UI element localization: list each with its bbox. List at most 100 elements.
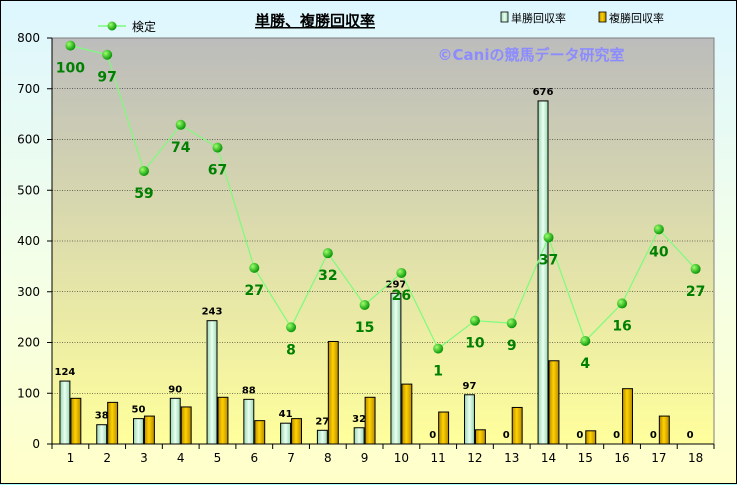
watermark: ©Caniの競馬データ研究室 bbox=[438, 46, 625, 64]
bar-label-tansho-17: 0 bbox=[650, 430, 657, 441]
x-tick-label-6: 6 bbox=[250, 451, 258, 465]
x-tick-label-1: 1 bbox=[67, 451, 75, 465]
bar-fukusho-9 bbox=[364, 396, 376, 445]
kentei-label-1: 100 bbox=[56, 61, 85, 77]
bar-tansho-6 bbox=[243, 398, 255, 445]
bar-tansho-1 bbox=[59, 380, 71, 445]
chart-title: 単勝、複勝回収率 bbox=[255, 12, 375, 30]
kentei-marker-15 bbox=[580, 335, 591, 346]
bar-fukusho-7 bbox=[291, 418, 302, 445]
bar-tansho-2 bbox=[96, 424, 108, 445]
bar-fukusho-6 bbox=[254, 420, 266, 445]
kentei-marker-6 bbox=[249, 262, 260, 273]
kentei-label-4: 74 bbox=[171, 140, 191, 156]
kentei-marker-16 bbox=[617, 298, 628, 309]
y-tick-label-300: 300 bbox=[17, 285, 40, 299]
bars bbox=[59, 100, 670, 445]
x-tick-label-8: 8 bbox=[324, 451, 332, 465]
bar-label-tansho-16: 0 bbox=[613, 430, 620, 441]
bar-label-tansho-10: 297 bbox=[385, 279, 406, 290]
y-tick-label-800: 800 bbox=[17, 31, 40, 45]
legend-bar1-label: 単勝回収率 bbox=[511, 11, 566, 25]
kentei-marker-2 bbox=[102, 49, 113, 60]
x-tick-label-16: 16 bbox=[614, 451, 629, 465]
legend-bar2-swatch bbox=[598, 11, 607, 23]
legend-line-marker bbox=[107, 21, 117, 31]
legend-bar2-label: 複勝回収率 bbox=[609, 11, 664, 25]
kentei-marker-1 bbox=[65, 40, 76, 51]
kentei-label-15: 4 bbox=[580, 356, 590, 372]
bar-label-tansho-9: 32 bbox=[352, 414, 366, 425]
kentei-label-11: 1 bbox=[433, 364, 443, 380]
x-tick-label-15: 15 bbox=[578, 451, 593, 465]
bar-label-tansho-1: 124 bbox=[54, 367, 75, 378]
bar-tansho-3 bbox=[133, 418, 144, 445]
bar-label-tansho-4: 90 bbox=[168, 384, 182, 395]
bar-tansho-8 bbox=[316, 429, 328, 445]
legend-line-label: 検定 bbox=[132, 19, 156, 34]
bar-fukusho-1 bbox=[70, 397, 82, 445]
kentei-label-2: 97 bbox=[97, 70, 116, 86]
x-tick-label-2: 2 bbox=[103, 451, 111, 465]
kentei-marker-12 bbox=[469, 315, 480, 326]
kentei-label-12: 10 bbox=[465, 336, 485, 352]
bar-fukusho-4 bbox=[180, 406, 192, 445]
x-tick-label-7: 7 bbox=[287, 451, 295, 465]
bar-tansho-7 bbox=[280, 422, 292, 445]
bar-fukusho-12 bbox=[474, 429, 486, 445]
kentei-marker-3 bbox=[138, 165, 149, 176]
kentei-marker-14 bbox=[543, 232, 554, 243]
kentei-label-16: 16 bbox=[612, 318, 631, 334]
bar-label-tansho-13: 0 bbox=[503, 430, 510, 441]
bar-fukusho-11 bbox=[438, 411, 450, 445]
kentei-label-6: 27 bbox=[245, 283, 264, 299]
x-tick-label-11: 11 bbox=[431, 451, 446, 465]
kentei-marker-10 bbox=[396, 267, 407, 278]
bar-label-tansho-3: 50 bbox=[132, 405, 146, 416]
x-tick-label-5: 5 bbox=[214, 451, 222, 465]
kentei-marker-11 bbox=[433, 343, 444, 354]
bar-fukusho-5 bbox=[217, 396, 229, 445]
bar-fukusho-14 bbox=[548, 360, 560, 445]
bar-fukusho-10 bbox=[401, 383, 413, 445]
kentei-line bbox=[70, 45, 697, 350]
kentei-marker-18 bbox=[690, 263, 701, 274]
kentei-label-10: 26 bbox=[392, 288, 411, 304]
y-axis: 0 100 200 300 400 500 600 700 800 bbox=[17, 31, 53, 451]
bar-label-tansho-14: 676 bbox=[533, 87, 554, 98]
kentei-label-14: 37 bbox=[539, 252, 558, 268]
x-tick-label-18: 18 bbox=[688, 451, 703, 465]
bar-fukusho-3 bbox=[143, 415, 155, 445]
bar-fukusho-16 bbox=[622, 388, 633, 445]
kentei-label-5: 67 bbox=[208, 163, 227, 179]
kentei-label-18: 27 bbox=[686, 284, 705, 300]
bar-label-tansho-12: 97 bbox=[463, 381, 477, 392]
y-tick-label-400: 400 bbox=[17, 234, 40, 248]
bar-label-tansho-18: 0 bbox=[687, 430, 694, 441]
bar-tansho-4 bbox=[169, 397, 181, 445]
bar-fukusho-15 bbox=[585, 430, 597, 445]
line-series: 100 97 59 74 67 27 8 32 15 26 1 10 9 37 4 16 40 27 bbox=[56, 40, 705, 380]
bar-label-tansho-8: 27 bbox=[315, 416, 329, 427]
bar-fukusho-17 bbox=[658, 415, 670, 445]
x-axis: 1 2 3 4 5 6 7 8 9 10 11 12 13 14 15 16 17 18 bbox=[51, 443, 715, 465]
x-tick-label-12: 12 bbox=[467, 451, 482, 465]
legend: 検定 単勝回収率 複勝回収率 bbox=[98, 11, 664, 34]
y-tick-label-600: 600 bbox=[17, 133, 40, 147]
bar-fukusho-13 bbox=[511, 406, 523, 445]
y-tick-label-500: 500 bbox=[17, 183, 40, 197]
bar-label-tansho-15: 0 bbox=[576, 430, 583, 441]
grid-lines bbox=[52, 88, 714, 394]
x-tick-label-9: 9 bbox=[361, 451, 369, 465]
bar-tansho-9 bbox=[353, 427, 365, 445]
kentei-marker-13 bbox=[506, 318, 517, 329]
bar-label-tansho-11: 0 bbox=[429, 430, 436, 441]
legend-bar1-swatch bbox=[500, 11, 509, 23]
x-tick-label-10: 10 bbox=[394, 451, 409, 465]
bar-fukusho-8 bbox=[327, 340, 339, 445]
x-tick-label-17: 17 bbox=[651, 451, 666, 465]
kentei-marker-5 bbox=[212, 142, 223, 153]
